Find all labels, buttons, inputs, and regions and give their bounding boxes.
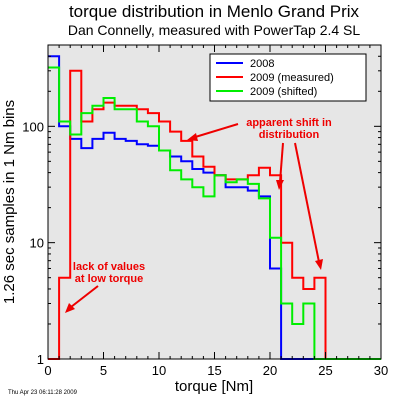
x-tick-label: 30 bbox=[374, 363, 388, 378]
legend-label-2009-shifted: 2009 (shifted) bbox=[250, 86, 317, 98]
annotation-low-torque-arrowhead bbox=[65, 303, 75, 313]
x-axis-label: torque [Nm] bbox=[175, 378, 253, 395]
annotation-shift: apparent shift in distribution bbox=[187, 117, 332, 270]
annotation-shift-arrowhead-1 bbox=[187, 133, 198, 141]
legend: 2008 2009 (measured) 2009 (shifted) bbox=[209, 53, 367, 102]
annotation-shift-line1: apparent shift in bbox=[246, 117, 332, 129]
annotation-low-torque: lack of values at low torque bbox=[65, 261, 145, 313]
annotation-low-torque-arrow bbox=[70, 285, 99, 308]
y-tick-label: 100 bbox=[22, 119, 44, 134]
annotation-shift-arrow-3 bbox=[294, 142, 320, 263]
x-tick-label: 15 bbox=[207, 363, 221, 378]
x-tick-label: 20 bbox=[263, 363, 277, 378]
annotation-shift-arrow-2 bbox=[279, 142, 284, 183]
plot-frame bbox=[47, 44, 382, 360]
y-axis-label: 1.26 sec samples in 1 Nm bins bbox=[1, 100, 18, 304]
timestamp: Thu Apr 23 06:11:28 2009 bbox=[8, 390, 78, 396]
x-tick-label: 10 bbox=[152, 363, 166, 378]
x-tick-label: 25 bbox=[318, 363, 332, 378]
series-line-3 bbox=[48, 66, 381, 360]
x-tick-label: 0 bbox=[44, 363, 51, 378]
annotation-shift-arrowhead-3 bbox=[315, 259, 323, 270]
annotation-low-torque-line2: at low torque bbox=[75, 273, 143, 285]
series-line-2 bbox=[48, 69, 381, 360]
annotation-shift-arrow-1 bbox=[191, 123, 239, 139]
chart-title: torque distribution in Menlo Grand Prix bbox=[69, 2, 360, 21]
legend-label-2008: 2008 bbox=[250, 58, 274, 70]
chart-subtitle: Dan Connelly, measured with PowerTap 2.4… bbox=[68, 22, 361, 38]
y-tick-label: 10 bbox=[30, 236, 44, 251]
annotation-shift-line2: distribution bbox=[259, 129, 320, 141]
annotation-low-torque-line1: lack of values bbox=[73, 261, 145, 273]
annotation-shift-arrowhead-2 bbox=[276, 180, 284, 190]
legend-label-2009-measured: 2009 (measured) bbox=[250, 72, 334, 84]
y-tick-label: 1 bbox=[37, 352, 44, 367]
x-tick-label: 5 bbox=[100, 363, 107, 378]
